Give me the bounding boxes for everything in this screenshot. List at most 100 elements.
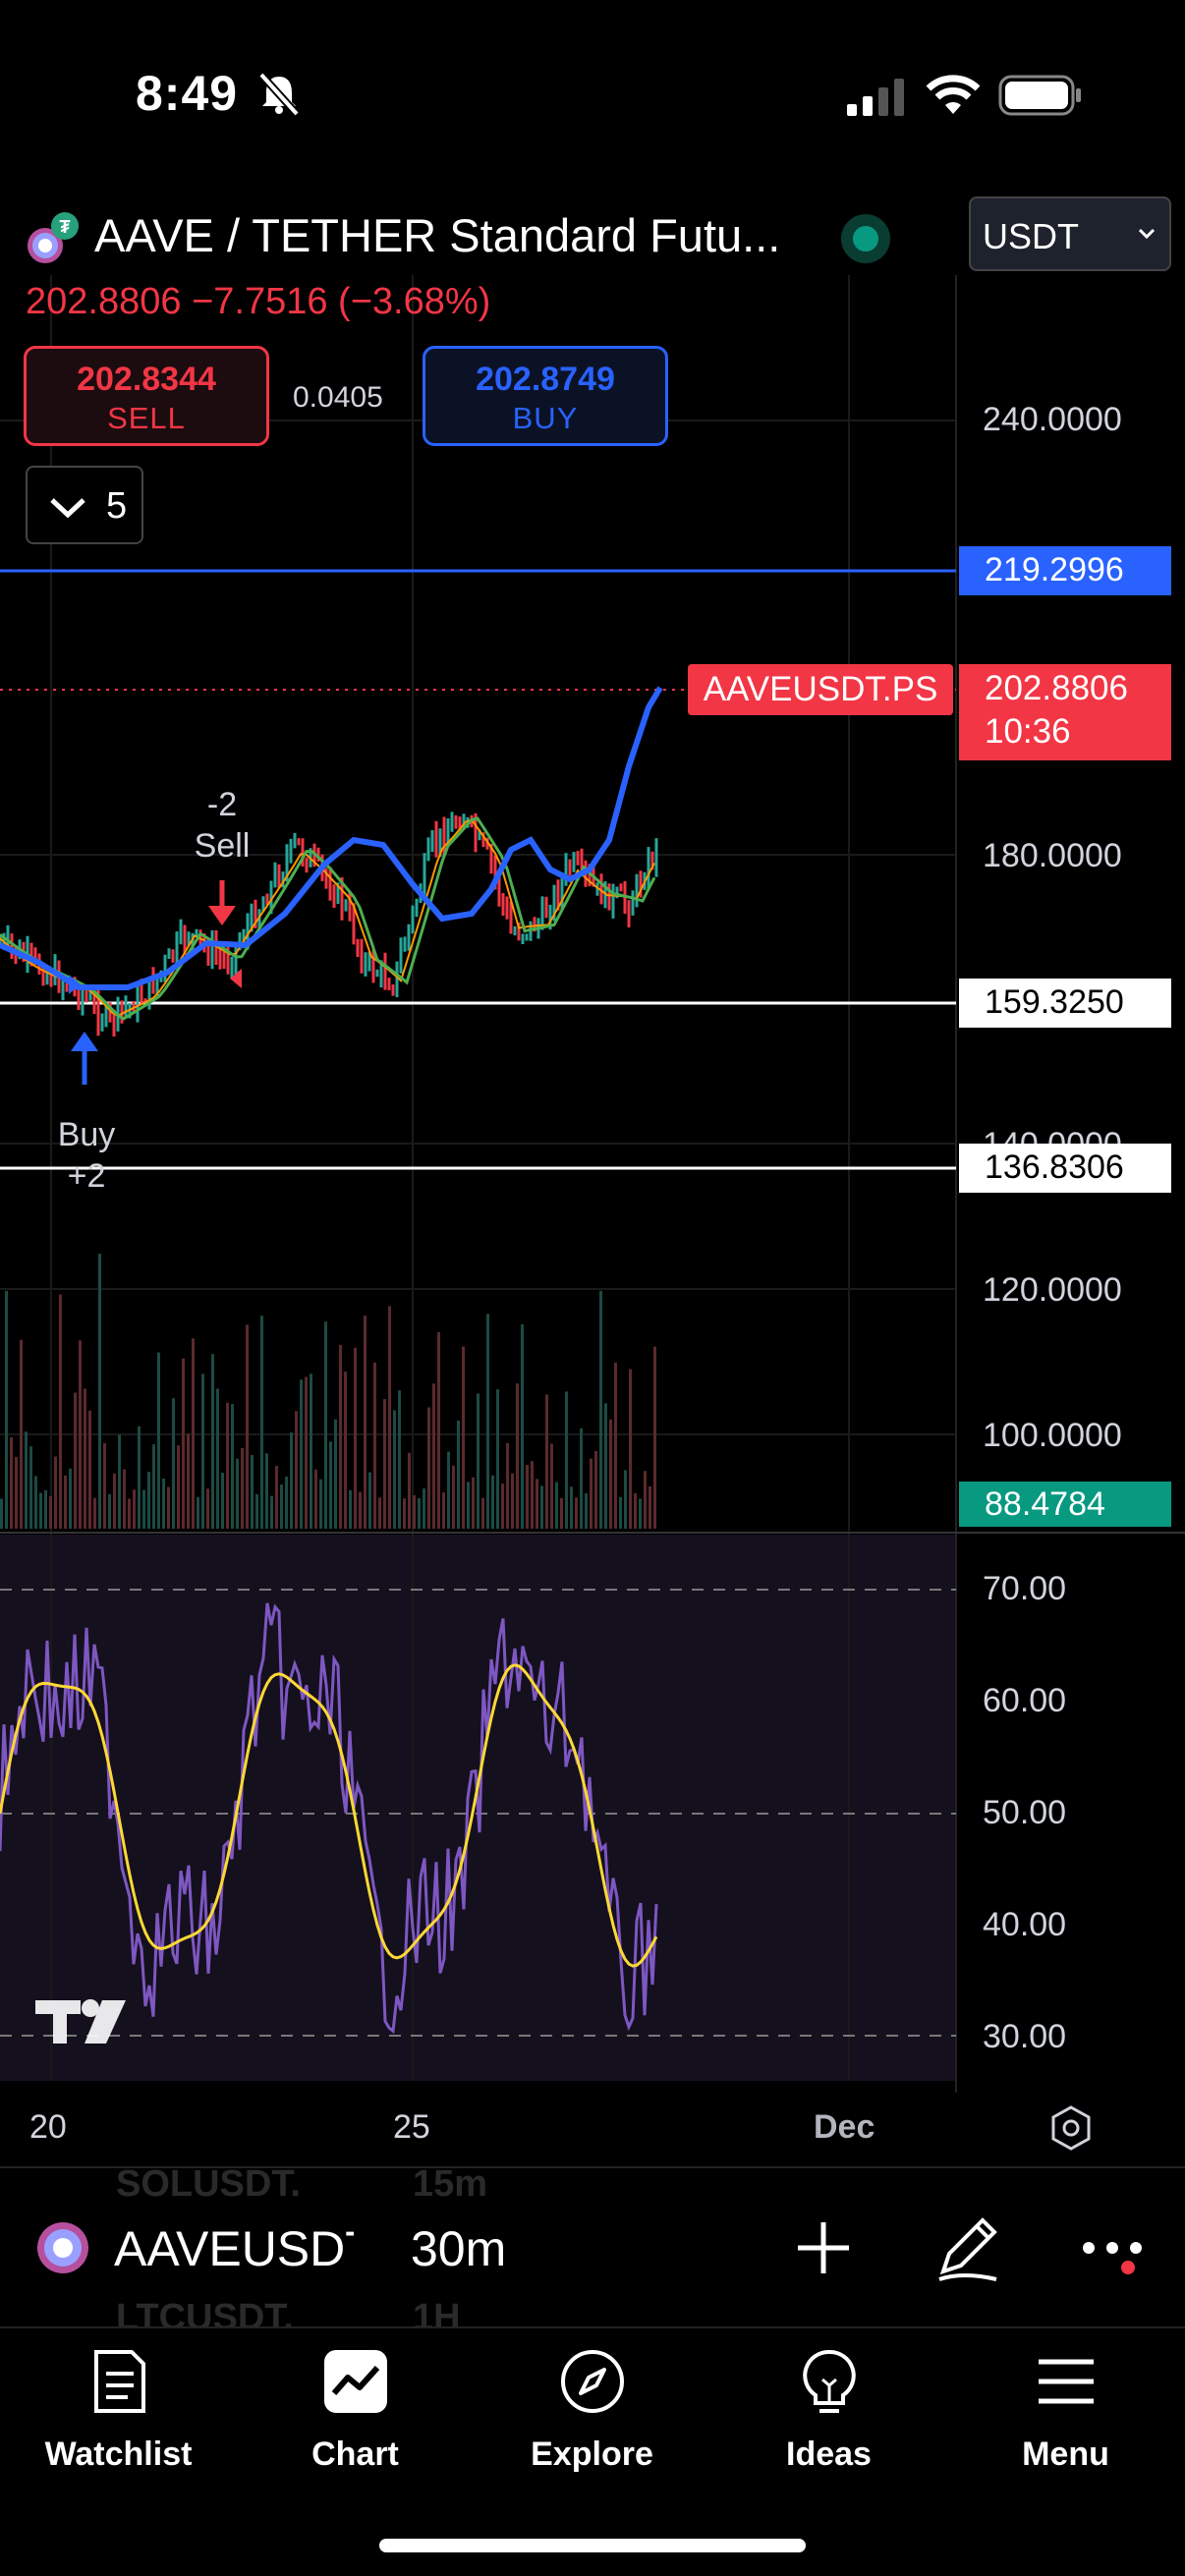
sell-button[interactable]: 202.8344 SELL bbox=[24, 346, 269, 446]
price-change-row: 202.8806 −7.7516 (−3.68%) bbox=[26, 281, 490, 323]
more-icon[interactable] bbox=[1081, 2230, 1146, 2275]
moving-average-fast bbox=[0, 818, 655, 1018]
volume-bar bbox=[44, 1489, 47, 1529]
price-axis-clipped-tick bbox=[959, 275, 1185, 295]
volume-bar bbox=[560, 1497, 563, 1529]
volume-bar bbox=[172, 1398, 175, 1529]
volume-bar bbox=[201, 1373, 204, 1529]
tab-label: Chart bbox=[311, 2436, 399, 2473]
volume-bar bbox=[305, 1376, 308, 1529]
volume-bar bbox=[467, 1482, 470, 1529]
volume-bar bbox=[138, 1426, 141, 1529]
buy-price: 202.8749 bbox=[476, 361, 615, 398]
tab-explore[interactable]: Explore bbox=[474, 2338, 710, 2474]
rsi-tick: 60.00 bbox=[983, 1682, 1067, 1719]
tradingview-logo bbox=[35, 1999, 126, 2044]
bar-countdown: 10:36 bbox=[985, 712, 1071, 751]
volume-bar bbox=[236, 1458, 239, 1529]
plus-icon[interactable] bbox=[794, 2218, 853, 2277]
volume-bar bbox=[432, 1383, 435, 1529]
moving-average-slow bbox=[0, 686, 663, 990]
rsi-tick: 50.00 bbox=[983, 1794, 1067, 1831]
volume-bar bbox=[604, 1403, 607, 1529]
bell-muted-icon bbox=[258, 72, 300, 116]
battery-icon bbox=[998, 75, 1081, 116]
indicators-toggle[interactable]: 5 bbox=[26, 466, 143, 544]
volume-bar bbox=[599, 1290, 602, 1529]
volume-bar bbox=[290, 1432, 293, 1529]
draw-pencil-icon[interactable] bbox=[933, 2212, 1004, 2283]
volume-bar bbox=[192, 1338, 195, 1529]
volume-bar bbox=[550, 1443, 553, 1529]
volume-bar bbox=[25, 1431, 28, 1529]
volume-bar bbox=[398, 1390, 401, 1529]
svg-text:₮: ₮ bbox=[60, 217, 71, 237]
volume-bar bbox=[344, 1372, 347, 1529]
tab-label: Ideas bbox=[786, 2436, 872, 2473]
volume-bar bbox=[285, 1477, 288, 1529]
volume-bar bbox=[260, 1316, 263, 1529]
interval-selector[interactable]: 30m bbox=[411, 2221, 507, 2276]
volume-bar bbox=[329, 1441, 332, 1529]
symbol-price-label: AAVEUSDT.PS bbox=[688, 664, 953, 715]
last-price: 202.8806 bbox=[26, 281, 182, 322]
price-chart[interactable]: -2 Sell Buy +2 bbox=[0, 0, 1185, 2183]
aave-logo-icon: ₮ bbox=[28, 212, 79, 263]
symbol-selector[interactable]: AAVEUSDT bbox=[114, 2221, 354, 2276]
volume-bar bbox=[634, 1492, 637, 1529]
volume-bar bbox=[359, 1491, 362, 1529]
watchlist-icon bbox=[93, 2350, 145, 2413]
volume-bar bbox=[93, 1497, 96, 1529]
price-line-label-white[interactable]: 136.8306 bbox=[959, 1144, 1171, 1193]
sell-marker[interactable]: -2 Sell bbox=[195, 786, 251, 988]
volume-bar bbox=[54, 1456, 57, 1529]
volume-bar bbox=[526, 1465, 529, 1529]
price-line-label-white[interactable]: 159.3250 bbox=[959, 979, 1171, 1028]
volume-bar bbox=[644, 1471, 647, 1529]
volume-bar bbox=[481, 1497, 484, 1529]
tab-menu[interactable]: Menu bbox=[947, 2338, 1184, 2474]
home-indicator[interactable] bbox=[379, 2539, 806, 2552]
volume-bar bbox=[388, 1306, 391, 1529]
tab-watchlist[interactable]: Watchlist bbox=[0, 2338, 237, 2474]
symbol-title[interactable]: AAVE / TETHER Standard Futu... bbox=[94, 209, 781, 261]
volume-bar bbox=[103, 1443, 106, 1529]
price-line-label-blue[interactable]: 219.2996 bbox=[959, 546, 1171, 595]
currency-select-value: USDT bbox=[983, 216, 1079, 256]
buy-marker[interactable]: Buy +2 bbox=[58, 975, 116, 1195]
rsi-tick: 40.00 bbox=[983, 1906, 1067, 1943]
time-tick: Dec bbox=[814, 2108, 875, 2146]
tab-ideas[interactable]: Ideas bbox=[710, 2338, 947, 2474]
volume-bar bbox=[393, 1410, 396, 1529]
volume-bar bbox=[319, 1479, 322, 1529]
volume-bar bbox=[152, 1444, 155, 1529]
market-status-indicator[interactable] bbox=[841, 214, 890, 263]
volume-bar bbox=[270, 1495, 273, 1529]
volume-bar bbox=[496, 1389, 499, 1529]
buy-button[interactable]: 202.8749 BUY bbox=[423, 346, 668, 446]
chart-settings-icon[interactable] bbox=[1047, 2104, 1095, 2152]
spread-value: 0.0405 bbox=[293, 381, 383, 414]
volume-bar bbox=[590, 1458, 592, 1529]
chart-icon bbox=[323, 2350, 387, 2413]
volume-bar bbox=[334, 1419, 337, 1529]
volume-bar bbox=[295, 1411, 298, 1529]
buy-marker-label: Buy bbox=[58, 1116, 116, 1153]
volume-bar bbox=[462, 1346, 465, 1529]
tab-bar-divider bbox=[0, 2326, 1185, 2328]
aave-logo-icon bbox=[37, 2222, 88, 2273]
volume-bar bbox=[418, 1498, 421, 1529]
sell-marker-qty: -2 bbox=[207, 786, 237, 823]
volume-bar bbox=[545, 1394, 548, 1529]
currency-select[interactable]: USDT bbox=[969, 196, 1171, 271]
rsi-tick: 30.00 bbox=[983, 2018, 1067, 2055]
last-price-tag-value: 202.8806 bbox=[985, 669, 1128, 707]
chevron-down-icon bbox=[50, 498, 85, 519]
ghost-interval: 1H bbox=[413, 2297, 461, 2326]
volume-bar bbox=[477, 1393, 480, 1529]
volume-bar bbox=[629, 1369, 632, 1529]
volume-bar bbox=[555, 1482, 558, 1529]
rsi-line bbox=[0, 1602, 658, 2035]
volume-bar bbox=[64, 1475, 67, 1529]
tab-chart[interactable]: Chart bbox=[237, 2338, 474, 2474]
